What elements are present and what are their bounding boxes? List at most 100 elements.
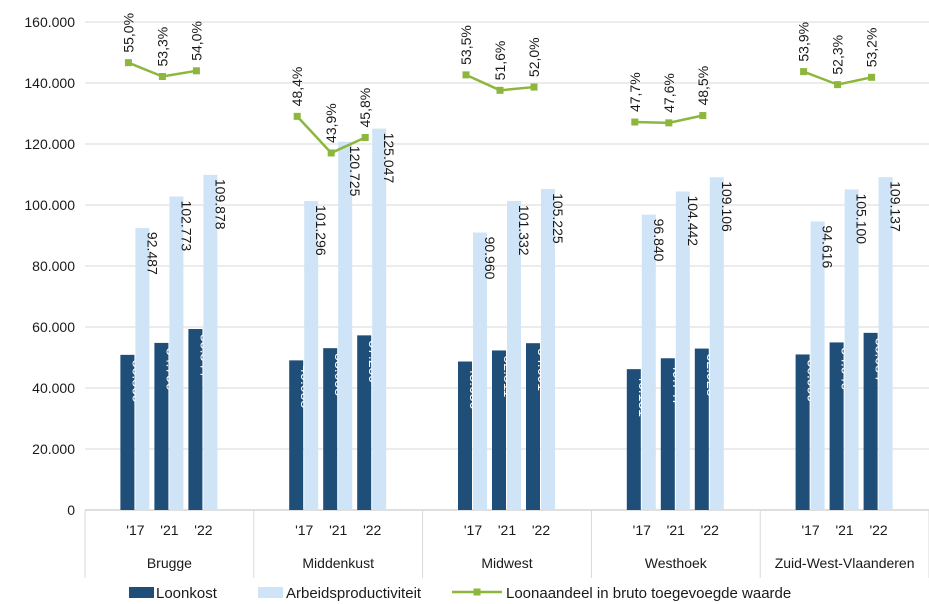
bar-data-label: 90.960 (482, 237, 498, 280)
line-data-label: 53,3% (154, 27, 170, 67)
line-data-label: 47,6% (661, 73, 677, 113)
x-tick-label: '17 (633, 522, 651, 538)
y-tick-label: 0 (67, 502, 75, 518)
bar-loonkost (357, 335, 372, 510)
bar-loonkost (492, 350, 506, 510)
bar-arbeidsproductiviteit (372, 128, 387, 511)
bar-loonkost (626, 369, 641, 510)
x-group-label: Brugge (147, 555, 192, 571)
legend-label-loonaandeel: Loonaandeel in bruto toegevoegde waarde (506, 585, 791, 602)
bar-arbeidsproductiviteit (641, 214, 656, 510)
x-tick-label: '21 (498, 522, 516, 538)
line-point (631, 118, 639, 126)
x-tick-label: '21 (160, 522, 178, 538)
line-point (293, 112, 301, 120)
line-data-label: 47,7% (627, 72, 643, 112)
bar-loonkost (526, 343, 540, 510)
bar-data-label: 125.047 (381, 133, 397, 184)
bar-loonkost (120, 354, 135, 510)
legend-marker-loonaandeel (473, 588, 481, 596)
line-point (158, 72, 166, 80)
y-tick-label: 60.000 (32, 319, 75, 335)
bars: 50.86992.48754.790102.77359.344109.87849… (120, 128, 904, 511)
x-tick-label: '22 (869, 522, 887, 538)
bar-arbeidsproductiviteit (844, 189, 859, 510)
x-tick-label: '17 (126, 522, 144, 538)
bar-arbeidsproductiviteit (203, 174, 218, 510)
x-tick-label: '21 (667, 522, 685, 538)
line-data-label: 45,8% (357, 88, 373, 128)
line-data-label: 48,5% (695, 66, 711, 106)
bar-loonkost (188, 329, 203, 510)
line-data-label: 53,2% (864, 28, 880, 68)
line-data-label: 51,6% (492, 41, 508, 81)
bar-data-label: 105.225 (550, 193, 566, 244)
y-tick-label: 20.000 (32, 441, 75, 457)
bar-data-label: 105.100 (854, 193, 870, 244)
legend-swatch-arbeidsproductiviteit (258, 587, 283, 598)
legend: Loonkost Arbeidsproductiviteit Loonaandeel… (129, 585, 791, 602)
bar-arbeidsproductiviteit (541, 189, 555, 510)
line-point (361, 133, 369, 141)
bar-data-label: 102.773 (178, 201, 194, 252)
x-tick-label: '17 (801, 522, 819, 538)
x-tick-label: '21 (329, 522, 347, 538)
legend-label-arbeidsproductiviteit: Arbeidsproductiviteit (286, 585, 422, 602)
bar-arbeidsproductiviteit (304, 201, 319, 511)
y-tick-label: 80.000 (32, 258, 75, 274)
bar-arbeidsproductiviteit (675, 191, 690, 510)
x-group-label: Midwest (481, 555, 532, 571)
line-point (665, 119, 673, 127)
bar-loonkost (458, 361, 472, 510)
legend-label-loonkost: Loonkost (156, 585, 218, 602)
x-tick-label: '22 (363, 522, 381, 538)
bar-arbeidsproductiviteit (709, 177, 724, 511)
bar-data-label: 109.878 (212, 179, 228, 230)
bar-arbeidsproductiviteit (169, 196, 184, 510)
bar-data-label: 94.616 (820, 225, 836, 268)
bar-data-label: 96.840 (651, 219, 667, 262)
line-data-label: 54,0% (188, 21, 204, 61)
x-tick-label: '22 (532, 522, 550, 538)
line-point (327, 149, 335, 157)
line-data-label: 48,4% (289, 67, 305, 107)
bar-data-label: 109.106 (719, 181, 735, 232)
bar-arbeidsproductiviteit (473, 232, 487, 510)
line-data-label: 52,0% (526, 37, 542, 77)
x-tick-label: '17 (464, 522, 482, 538)
bar-data-label: 101.296 (313, 205, 329, 256)
bar-loonkost (323, 348, 338, 510)
line-point (699, 112, 707, 120)
x-axis: '17 '21 '22 Brugge '17 '21 '22 Middenkust '17 '21… (84, 510, 929, 578)
y-tick-label: 120.000 (24, 136, 75, 152)
x-tick-label: '21 (835, 522, 853, 538)
x-group-label: Middenkust (302, 555, 374, 571)
y-tick-label: 140.000 (24, 75, 75, 91)
line-point (868, 73, 876, 81)
bar-data-label: 109.137 (888, 181, 904, 232)
x-tick-label: '17 (295, 522, 313, 538)
bar-data-label: 104.442 (685, 195, 701, 246)
bar-loonkost (694, 348, 709, 510)
line-point (530, 83, 538, 91)
x-tick-label: '22 (701, 522, 719, 538)
legend-swatch-loonkost (129, 587, 154, 598)
line-point (834, 81, 842, 89)
bar-loonkost (660, 358, 675, 510)
bar-arbeidsproductiviteit (878, 177, 893, 511)
y-tick-label: 40.000 (32, 380, 75, 396)
x-group-label: Westhoek (645, 555, 708, 571)
y-tick-label: 160.000 (24, 14, 75, 30)
x-group-label: Zuid-West-Vlaanderen (775, 555, 915, 571)
line-data-label: 52,3% (830, 35, 846, 75)
line-data-label: 53,5% (458, 25, 474, 65)
bar-loonkost (289, 360, 304, 510)
line-point (496, 86, 504, 94)
bar-data-label: 101.332 (516, 205, 532, 256)
bar-loonkost (795, 354, 810, 510)
line-point (124, 59, 132, 67)
bar-data-label: 92.487 (144, 232, 160, 275)
line-point (462, 71, 470, 79)
bar-loonkost (863, 332, 878, 510)
